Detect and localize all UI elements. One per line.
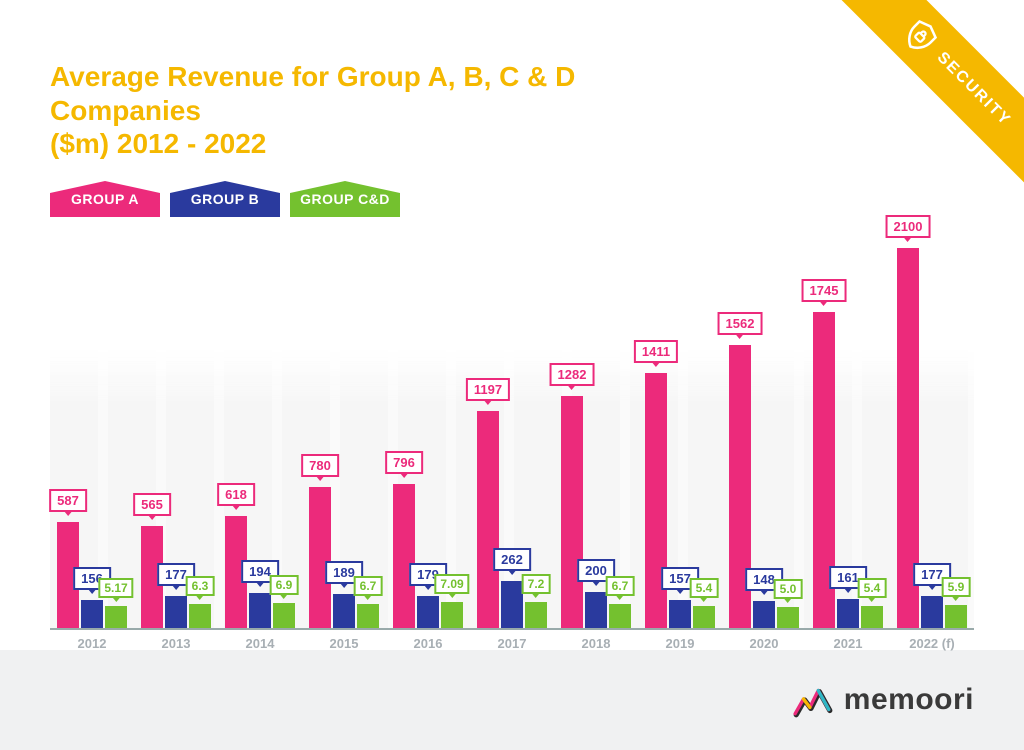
year-group: 5651776.32013	[141, 230, 211, 628]
year-label: 2017	[498, 636, 527, 651]
ribbon-label: SECURITY	[933, 49, 1014, 130]
value-label: 796	[385, 451, 423, 474]
value-label: 6.7	[354, 576, 383, 596]
value-label: 5.4	[858, 578, 887, 598]
year-group: 11972627.22017	[477, 230, 547, 628]
value-label: 1745	[802, 279, 847, 302]
bar-group-a	[309, 487, 331, 628]
bar-group-cd	[441, 602, 463, 628]
bar-group-b	[669, 600, 691, 628]
value-label: 6.3	[186, 576, 215, 596]
bar-group-a	[561, 396, 583, 628]
value-label: 262	[493, 548, 531, 571]
bar-group-b	[921, 596, 943, 628]
value-label: 7.09	[434, 574, 469, 594]
logo-mark-icon	[792, 679, 834, 721]
bar-group-b	[333, 594, 355, 628]
bar-group-b	[753, 601, 775, 628]
value-label: 1562	[718, 312, 763, 335]
chart-body: 5871565.1720125651776.320136181946.92014…	[50, 230, 974, 630]
bar-group-cd	[609, 604, 631, 628]
bar-group-cd	[777, 607, 799, 628]
bar-group-cd	[357, 604, 379, 628]
logo-text: memoori	[844, 683, 974, 717]
year-group: 14111575.42019	[645, 230, 715, 628]
value-label: 618	[217, 483, 255, 506]
legend-item: GROUP A	[50, 181, 160, 217]
year-label: 2015	[330, 636, 359, 651]
value-label: 5.9	[942, 577, 971, 597]
year-label: 2022 (f)	[909, 636, 955, 651]
year-label: 2013	[162, 636, 191, 651]
shield-lock-icon	[896, 12, 944, 60]
value-label: 5.0	[774, 579, 803, 599]
bar-group-cd	[273, 603, 295, 628]
year-label: 2016	[414, 636, 443, 651]
value-label: 6.9	[270, 575, 299, 595]
value-label: 7.2	[522, 574, 551, 594]
bar-group-cd	[861, 606, 883, 628]
year-label: 2021	[834, 636, 863, 651]
bar-group-b	[501, 581, 523, 628]
value-label: 1282	[550, 363, 595, 386]
bar-group-cd	[945, 605, 967, 628]
value-label: 587	[49, 489, 87, 512]
bar-group-cd	[189, 604, 211, 628]
year-group: 5871565.172012	[57, 230, 127, 628]
bar-group-a	[477, 411, 499, 628]
value-label: 565	[133, 493, 171, 516]
bar-group-b	[165, 596, 187, 628]
bar-group-cd	[693, 606, 715, 628]
value-label: 780	[301, 454, 339, 477]
year-group: 21001775.92022 (f)	[897, 230, 967, 628]
bar-group-b	[837, 599, 859, 628]
year-group: 7801896.72015	[309, 230, 379, 628]
footer: memoori	[0, 650, 1024, 750]
value-label: 1411	[634, 340, 678, 363]
year-label: 2014	[246, 636, 275, 651]
value-label: 6.7	[606, 576, 635, 596]
legend-item: GROUP B	[170, 181, 280, 217]
bar-group-a	[393, 484, 415, 628]
value-label: 5.17	[98, 578, 133, 598]
year-group: 15621485.02020	[729, 230, 799, 628]
year-group: 7961797.092016	[393, 230, 463, 628]
memoori-logo: memoori	[792, 679, 974, 721]
year-group: 6181946.92014	[225, 230, 295, 628]
bar-group-cd	[105, 606, 127, 628]
bar-group-b	[417, 596, 439, 628]
bar-group-a	[645, 373, 667, 628]
year-label: 2020	[750, 636, 779, 651]
year-label: 2019	[666, 636, 695, 651]
year-group: 17451615.42021	[813, 230, 883, 628]
bar-group-b	[81, 600, 103, 628]
bar-group-b	[249, 593, 271, 628]
year-group: 12822006.72018	[561, 230, 631, 628]
security-ribbon: SECURITY	[834, 0, 1024, 190]
value-label: 5.4	[690, 578, 719, 598]
chart-title: Average Revenue for Group A, B, C & D Co…	[50, 60, 730, 161]
year-label: 2018	[582, 636, 611, 651]
legend-item: GROUP C&D	[290, 181, 400, 217]
value-label: 1197	[466, 378, 510, 401]
bar-group-b	[585, 592, 607, 628]
value-label: 2100	[886, 215, 931, 238]
bar-group-cd	[525, 602, 547, 628]
year-label: 2012	[78, 636, 107, 651]
